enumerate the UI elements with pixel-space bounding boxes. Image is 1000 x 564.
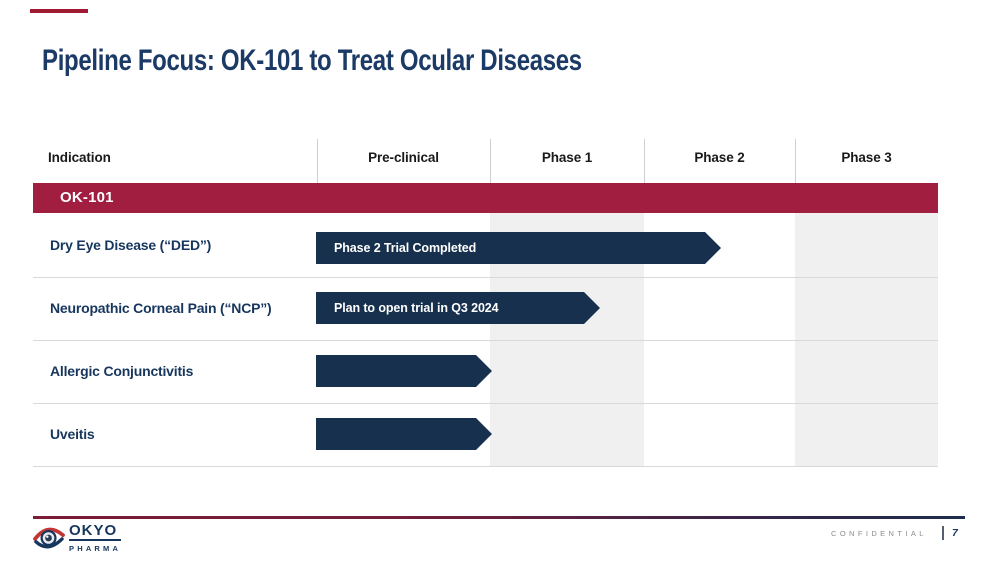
indication-label-uveitis: Uveitis bbox=[50, 426, 95, 442]
progress-arrow-ded: Phase 2 Trial Completed bbox=[316, 232, 721, 264]
row-separator bbox=[33, 277, 938, 278]
phase3-column-shading bbox=[795, 213, 938, 466]
okyo-pharma-logo: OKYO PHARMA bbox=[33, 523, 122, 553]
column-header-phase1: Phase 1 bbox=[541, 150, 593, 165]
indication-label-allergic-conjunctivitis: Allergic Conjunctivitis bbox=[50, 363, 194, 379]
logo-subname: PHARMA bbox=[69, 543, 122, 553]
row-separator bbox=[33, 340, 938, 341]
logo-name: OKYO bbox=[69, 523, 122, 541]
indication-label-ncp: Neuropathic Corneal Pain (“NCP”) bbox=[50, 300, 272, 316]
okyo-eye-icon bbox=[33, 527, 65, 549]
column-header-preclinical: Pre-clinical bbox=[368, 150, 439, 165]
logo-text: OKYO PHARMA bbox=[69, 523, 122, 553]
progress-arrow-allergic-conjunctivitis bbox=[316, 355, 492, 387]
footer-divider-line bbox=[33, 516, 965, 519]
progress-arrow-uveitis bbox=[316, 418, 492, 450]
column-header-phase2: Phase 2 bbox=[694, 150, 745, 165]
drug-group-band: OK-101 bbox=[33, 183, 938, 213]
column-separator bbox=[317, 139, 318, 183]
column-separator bbox=[795, 139, 796, 183]
column-header-phase3: Phase 3 bbox=[841, 150, 892, 165]
page-title: Pipeline Focus: OK-101 to Treat Ocular D… bbox=[42, 44, 582, 77]
indication-label-ded: Dry Eye Disease (“DED”) bbox=[50, 237, 212, 253]
accent-dash bbox=[30, 9, 88, 13]
column-separator bbox=[644, 139, 645, 183]
column-header-indication: Indication bbox=[48, 150, 111, 165]
confidential-label: CONFIDENTIAL bbox=[831, 529, 927, 538]
row-separator bbox=[33, 403, 938, 404]
page-number-divider bbox=[942, 526, 944, 540]
row-separator bbox=[33, 466, 938, 467]
progress-arrow-ncp: Plan to open trial in Q3 2024 bbox=[316, 292, 600, 324]
column-separator bbox=[490, 139, 491, 183]
page-number: 7 bbox=[952, 527, 958, 539]
